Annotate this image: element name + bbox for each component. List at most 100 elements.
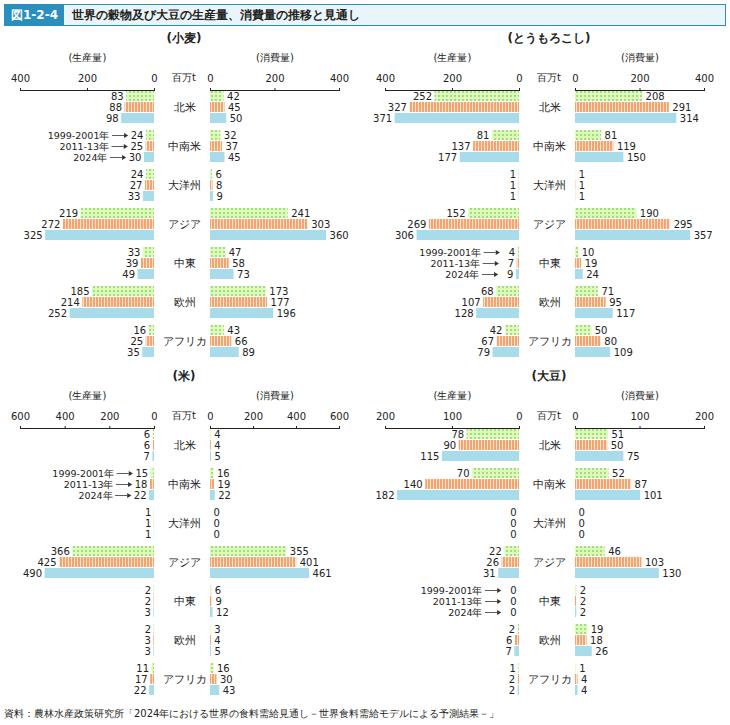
svg-text:42: 42 <box>490 325 503 336</box>
svg-text:0: 0 <box>207 411 213 422</box>
svg-text:27: 27 <box>130 180 143 191</box>
svg-text:25: 25 <box>130 336 143 347</box>
svg-text:4: 4 <box>509 247 515 258</box>
svg-text:35: 35 <box>127 347 140 358</box>
svg-text:アフリカ: アフリカ <box>163 335 207 348</box>
svg-text:66: 66 <box>235 336 248 347</box>
svg-text:6: 6 <box>144 440 150 451</box>
svg-text:24: 24 <box>586 269 599 280</box>
svg-text:30: 30 <box>129 152 142 163</box>
svg-text:0: 0 <box>510 518 516 529</box>
svg-text:357: 357 <box>694 230 713 241</box>
svg-text:196: 196 <box>277 308 296 319</box>
svg-text:19: 19 <box>218 479 231 490</box>
svg-text:大洋州: 大洋州 <box>533 179 566 192</box>
svg-text:58: 58 <box>232 258 245 269</box>
svg-text:24: 24 <box>131 130 144 141</box>
svg-text:185: 185 <box>70 286 89 297</box>
svg-text:中南米: 中南米 <box>168 478 201 491</box>
svg-text:355: 355 <box>290 546 309 557</box>
svg-text:80: 80 <box>604 336 617 347</box>
svg-text:0: 0 <box>214 529 220 540</box>
svg-text:0: 0 <box>516 411 522 422</box>
svg-text:9: 9 <box>216 191 222 202</box>
svg-text:3: 3 <box>144 635 150 646</box>
svg-text:0: 0 <box>510 596 516 607</box>
svg-text:中東: 中東 <box>174 257 196 270</box>
svg-text:アフリカ: アフリカ <box>528 335 572 348</box>
svg-text:252: 252 <box>48 308 67 319</box>
svg-text:200: 200 <box>265 73 284 84</box>
svg-text:8: 8 <box>216 180 222 191</box>
svg-text:欧州: 欧州 <box>174 296 196 309</box>
svg-text:(生産量): (生産量) <box>69 52 107 63</box>
svg-text:1: 1 <box>145 507 151 518</box>
svg-text:101: 101 <box>644 490 663 501</box>
svg-text:26: 26 <box>595 646 608 657</box>
svg-text:欧州: 欧州 <box>539 634 561 647</box>
svg-text:71: 71 <box>601 286 614 297</box>
svg-text:2: 2 <box>509 674 515 685</box>
svg-text:大洋州: 大洋州 <box>533 517 566 530</box>
svg-text:17: 17 <box>135 674 148 685</box>
svg-text:81: 81 <box>477 130 490 141</box>
svg-text:325: 325 <box>24 230 43 241</box>
svg-text:33: 33 <box>128 247 141 258</box>
svg-text:18: 18 <box>135 479 148 490</box>
svg-text:90: 90 <box>443 440 456 451</box>
svg-text:4: 4 <box>214 440 220 451</box>
svg-text:3: 3 <box>144 607 150 618</box>
svg-text:400: 400 <box>11 73 30 84</box>
svg-text:19: 19 <box>585 258 598 269</box>
svg-text:アジア: アジア <box>168 218 201 231</box>
svg-text:北米: 北米 <box>539 439 561 452</box>
svg-text:366: 366 <box>51 546 70 557</box>
svg-text:中南米: 中南米 <box>533 140 566 153</box>
svg-text:200: 200 <box>443 73 462 84</box>
svg-text:15: 15 <box>135 468 148 479</box>
svg-text:3: 3 <box>144 646 150 657</box>
svg-text:252: 252 <box>413 91 432 102</box>
svg-text:1: 1 <box>579 180 585 191</box>
svg-text:6: 6 <box>215 169 221 180</box>
svg-text:0: 0 <box>510 585 516 596</box>
svg-text:32: 32 <box>224 130 237 141</box>
svg-text:173: 173 <box>269 286 288 297</box>
svg-text:190: 190 <box>640 208 659 219</box>
svg-text:79: 79 <box>477 347 490 358</box>
svg-text:アジア: アジア <box>533 218 566 231</box>
svg-text:9: 9 <box>507 269 513 280</box>
svg-text:5: 5 <box>215 451 221 462</box>
svg-text:4: 4 <box>581 674 587 685</box>
svg-text:(消費量): (消費量) <box>256 390 294 401</box>
svg-text:306: 306 <box>395 230 414 241</box>
svg-text:0: 0 <box>516 73 522 84</box>
svg-text:11: 11 <box>136 663 149 674</box>
svg-text:600: 600 <box>330 411 349 422</box>
svg-text:19: 19 <box>591 624 604 635</box>
svg-text:0: 0 <box>579 529 585 540</box>
svg-text:2: 2 <box>145 585 151 596</box>
svg-text:1: 1 <box>509 663 515 674</box>
svg-text:2011-13年: 2011-13年 <box>433 596 483 607</box>
svg-text:327: 327 <box>388 102 407 113</box>
svg-text:150: 150 <box>627 152 646 163</box>
svg-text:400: 400 <box>56 411 75 422</box>
svg-text:1: 1 <box>145 518 151 529</box>
svg-text:0: 0 <box>510 507 516 518</box>
svg-text:1: 1 <box>579 663 585 674</box>
svg-text:37: 37 <box>225 141 238 152</box>
svg-text:140: 140 <box>404 479 423 490</box>
svg-text:2024年: 2024年 <box>73 152 107 163</box>
svg-text:360: 360 <box>330 230 349 241</box>
svg-text:18: 18 <box>590 635 603 646</box>
svg-text:241: 241 <box>291 208 310 219</box>
svg-text:119: 119 <box>617 141 636 152</box>
svg-text:(消費量): (消費量) <box>256 52 294 63</box>
svg-text:43: 43 <box>223 685 236 696</box>
svg-text:490: 490 <box>23 568 42 579</box>
svg-text:中東: 中東 <box>539 595 561 608</box>
svg-text:(生産量): (生産量) <box>434 390 472 401</box>
svg-text:1: 1 <box>510 180 516 191</box>
svg-text:200: 200 <box>100 411 119 422</box>
